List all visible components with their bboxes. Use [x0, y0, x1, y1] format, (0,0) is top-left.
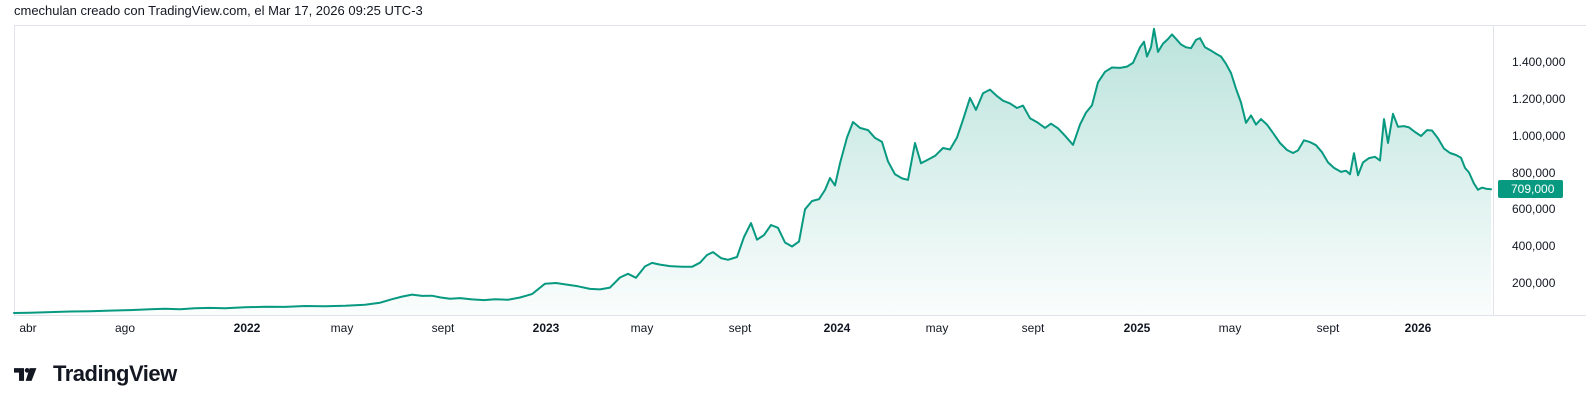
tradingview-logo-icon: [14, 367, 37, 381]
time-scale-month-label: sept: [431, 321, 455, 335]
area-fill: [14, 28, 1491, 316]
last-price-badge: 709,000: [1498, 180, 1563, 199]
time-scale-month-label: ago: [114, 321, 136, 335]
time-scale-month-label: may: [925, 321, 949, 335]
chart-attribution: cmechulan creado con TradingView.com, el…: [14, 3, 423, 18]
time-scale-year-label: 2022: [233, 321, 261, 335]
tradingview-logo[interactable]: TradingView: [14, 359, 177, 389]
time-scale-month-label: sept: [728, 321, 752, 335]
time-scale-year-label: 2024: [823, 321, 851, 335]
time-scale-year-label: 2023: [532, 321, 560, 335]
time-scale-month-label: may: [1218, 321, 1242, 335]
tradingview-logo-text: TradingView: [53, 361, 177, 386]
time-scale: abr ago 2022 may sept 2023 may sept 2024 may sept 2…: [0, 321, 1586, 337]
time-scale-month-label: may: [330, 321, 354, 335]
time-scale-month-label: may: [630, 321, 654, 335]
time-scale-month-label: sept: [1021, 321, 1045, 335]
time-scale-year-label: 2026: [1404, 321, 1432, 335]
time-scale-month-label: abr: [19, 321, 37, 335]
time-scale-month-label: sept: [1316, 321, 1340, 335]
pane-border: [14, 25, 1586, 316]
time-scale-year-label: 2025: [1123, 321, 1151, 335]
price-line: [13, 27, 1492, 314]
